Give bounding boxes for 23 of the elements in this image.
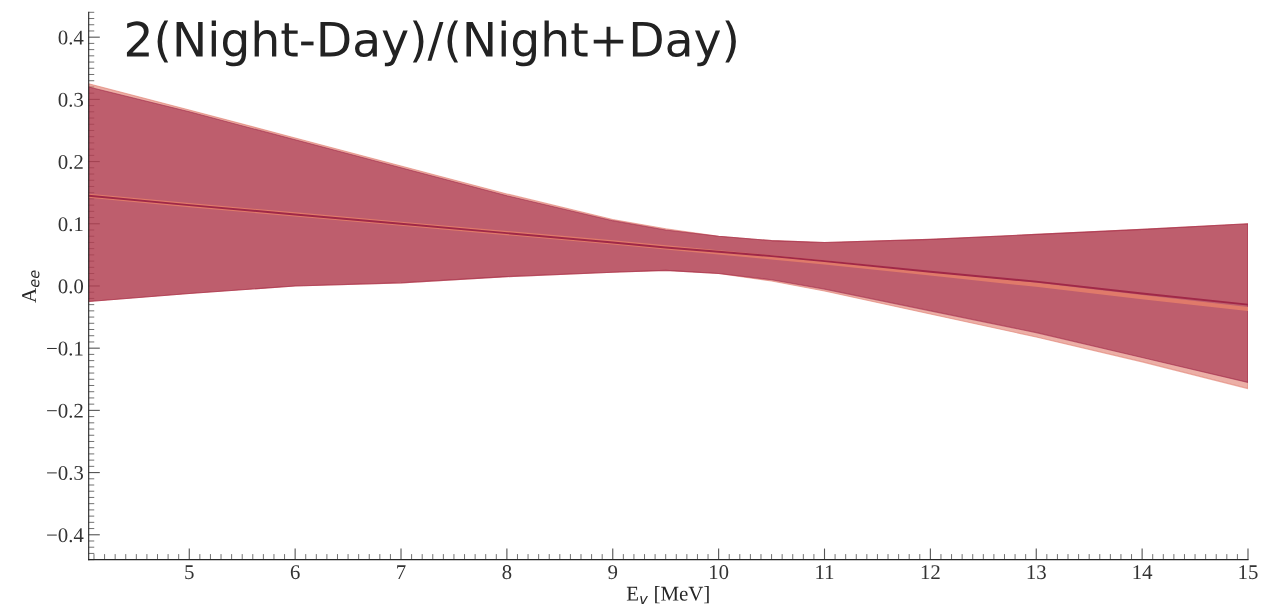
y-tick-label: −0.1 (47, 341, 83, 356)
y-axis-title: A$_{ee}$ (22, 270, 40, 303)
x-tick-label: 13 (1027, 565, 1046, 580)
y-tick-label: 0.0 (58, 279, 84, 294)
x-tick-label: 12 (921, 565, 940, 579)
x-tick-label: 15 (1239, 565, 1258, 580)
y-tick-label: 0.1 (58, 217, 83, 232)
x-tick-label: 8 (502, 565, 512, 580)
y-tick-label: 0.3 (58, 92, 84, 107)
x-tick-label: 11 (816, 565, 834, 579)
chart-title: 2(Night-Day)/(Night+Day) (126, 20, 736, 67)
y-tick-label: −0.3 (47, 465, 84, 481)
x-tick-label: 9 (608, 565, 618, 580)
x-tick-label: 14 (1133, 565, 1153, 579)
x-tick-label: 6 (290, 565, 300, 580)
x-tick-label: 7 (397, 565, 406, 579)
y-tick-label: −0.2 (47, 403, 83, 418)
x-axis-title: E$_{v}$ [MeV] (626, 586, 709, 604)
x-tick-label: 10 (710, 565, 729, 580)
y-tick-label: 0.4 (58, 30, 84, 45)
x-tick-label: 5 (185, 565, 194, 580)
y-tick-label: −0.4 (47, 528, 84, 543)
y-tick-label: 0.2 (58, 154, 83, 170)
